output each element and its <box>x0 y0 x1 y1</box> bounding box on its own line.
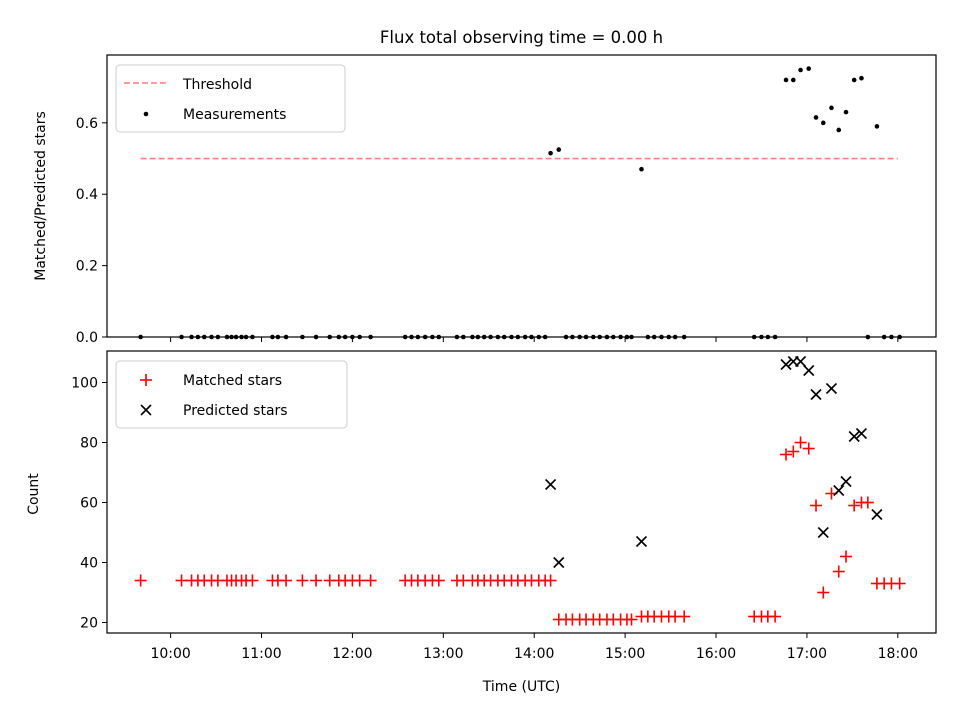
top-panel-ylabel: Matched/Predicted stars <box>33 111 49 281</box>
predicted-star-point <box>833 484 845 497</box>
matched-star-point <box>810 499 823 512</box>
matched-star-point <box>769 610 782 623</box>
bottom-xtick-label: 12:00 <box>332 646 372 662</box>
bottom-xtick-label: 10:00 <box>150 646 190 662</box>
bottom-panel-xlabel: Time (UTC) <box>482 679 560 695</box>
bottom-panel-ylabel: Count <box>26 473 42 515</box>
matched-star-point <box>296 574 309 587</box>
predicted-star-point <box>810 388 822 401</box>
series-predicted-stars <box>545 355 883 569</box>
matched-star-point <box>246 574 259 587</box>
top-ytick-label: 0.4 <box>76 187 98 203</box>
predicted-star-point <box>825 382 838 395</box>
top-legend: Threshold Measurements <box>115 64 346 133</box>
chart-title: Flux total observing time = 0.00 h <box>380 28 663 47</box>
bottom-ytick-label: 60 <box>80 496 98 512</box>
matched-star-point <box>432 574 445 587</box>
bottom-panel-marks <box>134 355 906 626</box>
matched-star-point <box>787 445 800 458</box>
bottom-ytick-label: 20 <box>80 616 98 632</box>
top-ytick-label: 0.2 <box>76 259 98 275</box>
top-panel-frame <box>106 54 937 338</box>
matched-star-point <box>780 448 793 461</box>
measurement-point <box>548 150 553 156</box>
measurement-point <box>859 75 864 81</box>
matched-star-point <box>794 436 807 449</box>
legend-matched-label: Matched stars <box>183 373 282 389</box>
series-matched-stars <box>134 436 906 626</box>
matched-star-point <box>364 574 377 587</box>
measurement-point <box>813 115 819 120</box>
matched-star-point <box>280 574 293 587</box>
predicted-star-point <box>803 364 815 377</box>
measurement-point <box>639 166 644 172</box>
matched-star-point <box>353 574 366 587</box>
top-legend-box <box>115 64 346 133</box>
predicted-star-point <box>848 430 860 443</box>
measurement-point <box>851 77 857 83</box>
legend-measurements-label: Measurements <box>183 107 286 123</box>
matched-star-point <box>832 565 845 578</box>
predicted-star-point <box>871 508 883 521</box>
predicted-star-point <box>840 475 852 488</box>
top-ytick-label: 0.0 <box>76 330 98 346</box>
legend-predicted-swatch <box>140 404 152 416</box>
matched-star-point <box>134 574 147 587</box>
matched-star-point <box>802 442 815 455</box>
measurement-point <box>556 147 562 152</box>
measurement-point <box>843 109 849 115</box>
predicted-star-point <box>553 556 565 569</box>
measurement-point <box>820 120 826 126</box>
predicted-star-point <box>635 535 648 548</box>
bottom-panel-frame <box>106 350 937 634</box>
measurement-point <box>790 77 796 83</box>
legend-measurements-swatch <box>143 111 149 117</box>
top-ytick-label: 0.6 <box>76 116 98 132</box>
legend-predicted-label: Predicted stars <box>183 403 288 419</box>
matched-star-point <box>678 610 691 623</box>
bottom-xtick-label: 18:00 <box>878 646 918 662</box>
bottom-xtick-label: 16:00 <box>696 646 736 662</box>
top-panel: 0.0 0.2 0.4 0.6 Matched/Predicted stars Thr… <box>33 54 937 346</box>
matched-star-point <box>625 613 638 626</box>
matched-star-point <box>893 577 906 590</box>
measurement-point <box>836 127 842 133</box>
legend-threshold-label: Threshold <box>182 77 252 93</box>
predicted-star-point <box>545 478 557 491</box>
legend-matched-swatch <box>140 374 152 386</box>
matched-star-point <box>544 574 557 587</box>
bottom-ytick-label: 100 <box>71 376 98 392</box>
matched-star-point <box>861 496 874 509</box>
matched-star-point <box>848 499 861 512</box>
measurement-point <box>874 124 880 129</box>
predicted-star-point <box>780 358 792 371</box>
bottom-legend-box <box>115 360 348 429</box>
measurement-point <box>783 77 789 83</box>
matched-star-point <box>817 586 830 599</box>
bottom-xtick-label: 14:00 <box>514 646 554 662</box>
bottom-xtick-label: 13:00 <box>423 646 463 662</box>
bottom-panel: 20 40 60 80 100 10:00 11:00 12:00 13:00 14:00 15:… <box>26 350 937 695</box>
bottom-xtick-label: 17:00 <box>787 646 827 662</box>
bottom-xtick-label: 11:00 <box>241 646 281 662</box>
predicted-star-point <box>817 526 829 539</box>
predicted-star-point <box>794 355 807 368</box>
matched-star-point <box>310 574 323 587</box>
bottom-ytick-label: 80 <box>80 436 98 452</box>
measurement-point <box>829 105 834 111</box>
matched-star-point <box>840 550 853 563</box>
bottom-xtick-label: 15:00 <box>605 646 645 662</box>
bottom-ytick-label: 40 <box>80 556 98 572</box>
measurement-point <box>798 67 803 73</box>
predicted-star-point <box>855 427 868 440</box>
measurement-point <box>806 66 812 71</box>
bottom-legend: Matched stars Predicted stars <box>115 360 348 429</box>
